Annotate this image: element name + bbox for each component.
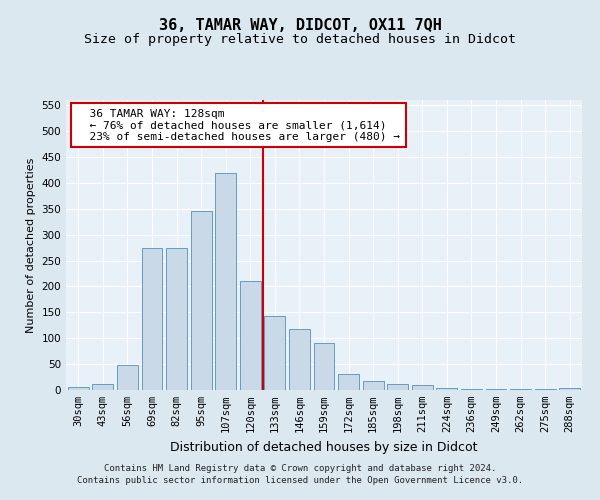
Bar — [92, 384, 113, 390]
Bar — [289, 330, 310, 390]
Bar — [265, 316, 286, 390]
Bar — [314, 344, 334, 390]
Text: 36 TAMAR WAY: 128sqm
  ← 76% of detached houses are smaller (1,614)
  23% of sem: 36 TAMAR WAY: 128sqm ← 76% of detached h… — [76, 108, 400, 142]
Bar — [215, 172, 236, 390]
Text: Contains HM Land Registry data © Crown copyright and database right 2024.: Contains HM Land Registry data © Crown c… — [104, 464, 496, 473]
Bar — [412, 385, 433, 390]
Bar — [559, 388, 580, 390]
Bar — [191, 212, 212, 390]
Bar — [461, 389, 482, 390]
Bar — [338, 374, 359, 390]
Y-axis label: Number of detached properties: Number of detached properties — [26, 158, 36, 332]
Text: Contains public sector information licensed under the Open Government Licence v3: Contains public sector information licen… — [77, 476, 523, 485]
Bar — [240, 281, 261, 390]
Bar — [68, 388, 89, 390]
Text: 36, TAMAR WAY, DIDCOT, OX11 7QH: 36, TAMAR WAY, DIDCOT, OX11 7QH — [158, 18, 442, 32]
X-axis label: Distribution of detached houses by size in Didcot: Distribution of detached houses by size … — [170, 440, 478, 454]
Text: Size of property relative to detached houses in Didcot: Size of property relative to detached ho… — [84, 32, 516, 46]
Bar — [362, 380, 383, 390]
Bar — [117, 364, 138, 390]
Bar — [142, 248, 163, 390]
Bar — [387, 384, 408, 390]
Bar — [436, 388, 457, 390]
Bar — [166, 248, 187, 390]
